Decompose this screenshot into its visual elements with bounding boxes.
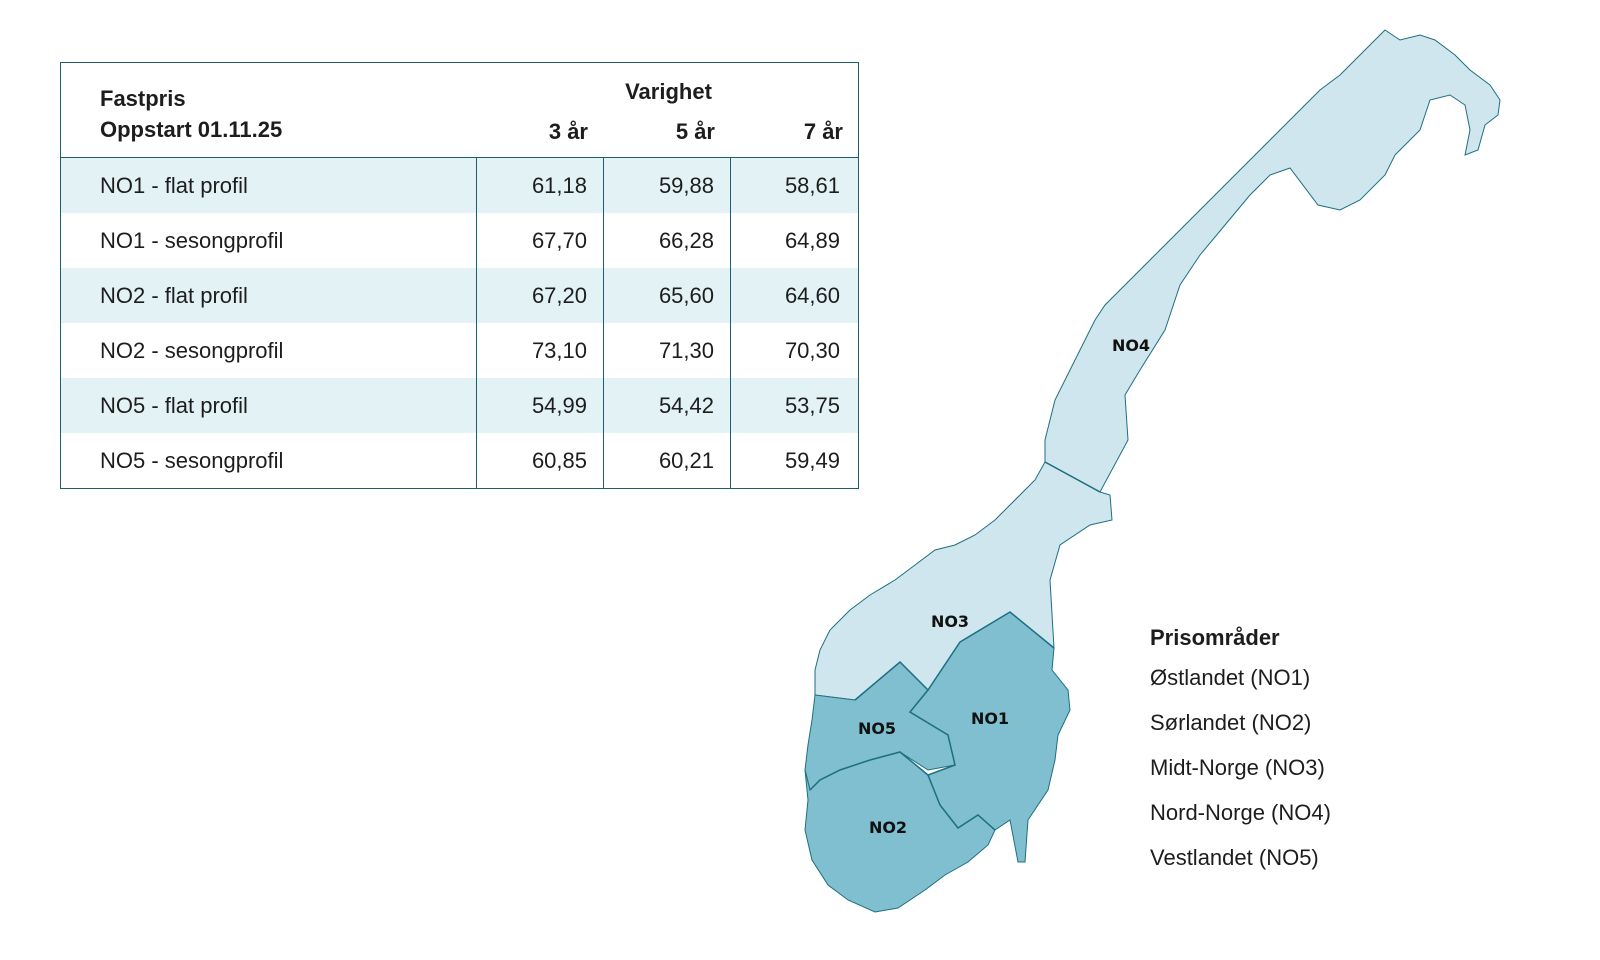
row-label: NO5 - sesongprofil bbox=[61, 433, 477, 488]
table-row: NO1 - flat profil 61,18 59,88 58,61 bbox=[61, 158, 858, 213]
table-title-line-1: Fastpris bbox=[100, 86, 186, 111]
table-row: NO2 - flat profil 67,20 65,60 64,60 bbox=[61, 268, 858, 323]
price-7-years: 59,49 bbox=[784, 447, 840, 473]
map-label-no1: NO1 bbox=[971, 709, 1009, 728]
map-label-no2: NO2 bbox=[869, 818, 907, 837]
legend-item-no3: Midt-Norge (NO3) bbox=[1150, 755, 1325, 780]
legend-item-no2: Sørlandet (NO2) bbox=[1150, 710, 1312, 735]
price-3-years: 60,85 bbox=[477, 433, 604, 488]
border-no4-no3 bbox=[1044, 461, 1101, 493]
price-5-years: 60,21 bbox=[604, 433, 731, 488]
price-3-years: 73,10 bbox=[477, 323, 604, 378]
price-3-years: 67,70 bbox=[477, 213, 604, 268]
table-header: Fastpris Oppstart 01.11.25 Varighet 3 år… bbox=[61, 63, 858, 158]
table-row: NO5 - sesongprofil 60,85 60,21 59,49 bbox=[61, 433, 858, 488]
price-area-legend: Prisområder Østlandet (NO1) Sørlandet (N… bbox=[1150, 620, 1450, 880]
norway-price-area-map: NO4 NO3 NO1 NO5 NO2 bbox=[804, 29, 1501, 913]
region-no3 bbox=[814, 461, 1113, 701]
map-label-no3: NO3 bbox=[931, 612, 969, 631]
price-5-years: 66,28 bbox=[604, 213, 731, 268]
map-label-no5: NO5 bbox=[858, 719, 896, 738]
price-5-years: 65,60 bbox=[604, 268, 731, 323]
map-label-no4: NO4 bbox=[1112, 336, 1150, 355]
region-borders bbox=[809, 461, 1101, 831]
legend-title: Prisområder bbox=[1150, 625, 1280, 650]
table-row: NO2 - sesongprofil 73,10 71,30 70,30 bbox=[61, 323, 858, 378]
price-7-years: 64,60 bbox=[784, 282, 840, 308]
column-header-7-years: 7 år bbox=[803, 119, 843, 144]
price-5-years: 59,88 bbox=[604, 158, 731, 213]
legend-item-no5: Vestlandet (NO5) bbox=[1150, 845, 1319, 870]
row-label: NO5 - flat profil bbox=[61, 378, 477, 433]
row-label: NO2 - sesongprofil bbox=[61, 323, 477, 378]
table-row: NO1 - sesongprofil 67,70 66,28 64,89 bbox=[61, 213, 858, 268]
price-7-years: 53,75 bbox=[784, 392, 840, 418]
border-no5-no2 bbox=[809, 751, 929, 791]
price-7-years: 70,30 bbox=[784, 337, 840, 363]
price-5-years: 54,42 bbox=[604, 378, 731, 433]
table-title: Fastpris Oppstart 01.11.25 bbox=[100, 83, 282, 145]
table-row: NO5 - flat profil 54,99 54,42 53,75 bbox=[61, 378, 858, 433]
price-3-years: 67,20 bbox=[477, 268, 604, 323]
price-3-years: 54,99 bbox=[477, 378, 604, 433]
table-title-line-2: Oppstart 01.11.25 bbox=[100, 117, 283, 142]
price-7-years: 64,89 bbox=[784, 227, 840, 253]
fixed-price-table: Fastpris Oppstart 01.11.25 Varighet 3 år… bbox=[60, 62, 859, 489]
legend-item-no4: Nord-Norge (NO4) bbox=[1150, 800, 1331, 825]
region-no4 bbox=[1044, 29, 1501, 493]
border-south bbox=[854, 611, 1055, 701]
row-label: NO2 - flat profil bbox=[61, 268, 477, 323]
row-label: NO1 - flat profil bbox=[61, 158, 477, 213]
row-label: NO1 - sesongprofil bbox=[61, 213, 477, 268]
column-header-3-years: 3 år bbox=[548, 119, 588, 144]
price-3-years: 61,18 bbox=[477, 158, 604, 213]
duration-heading: Varighet bbox=[625, 79, 712, 104]
legend-item-no1: Østlandet (NO1) bbox=[1150, 665, 1311, 690]
price-7-years: 58,61 bbox=[784, 172, 840, 198]
column-header-5-years: 5 år bbox=[675, 119, 715, 144]
price-5-years: 71,30 bbox=[604, 323, 731, 378]
